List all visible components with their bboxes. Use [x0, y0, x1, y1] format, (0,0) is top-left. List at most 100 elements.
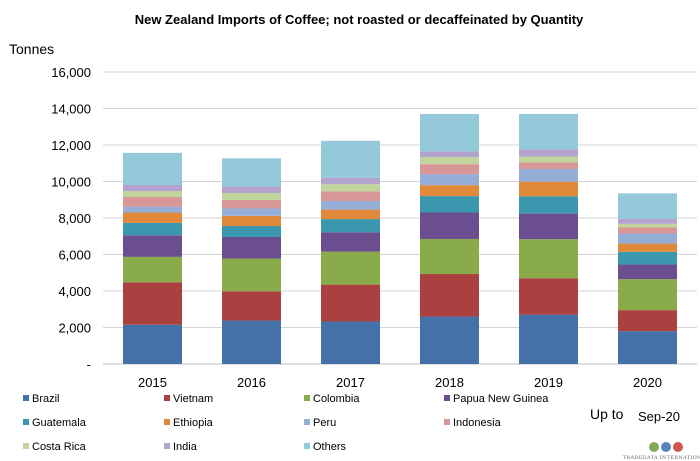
y-axis-ticks: - 2,000 4,000 6,000 8,000 10,000 12,000 14,000 1…: [51, 65, 91, 372]
y-tick-label: 2,000: [58, 321, 91, 336]
footnote-prefix: Up to: [590, 406, 624, 422]
bar-segment: [618, 331, 677, 364]
bar-segment: [123, 282, 182, 325]
bar-segment: [519, 213, 578, 240]
bar-segment: [618, 218, 677, 224]
bar-segment: [420, 157, 479, 165]
logo-mark: [673, 442, 683, 452]
x-tick-label: 2020: [633, 375, 662, 390]
bar-segment: [420, 212, 479, 239]
bar-segment: [519, 239, 578, 279]
legend-swatch: [304, 419, 310, 425]
logo-mark: [649, 442, 659, 452]
legend-label: Brazil: [32, 393, 60, 405]
bar-segment: [420, 274, 479, 317]
legend-label: Ethiopia: [173, 417, 214, 429]
y-tick-label: 12,000: [51, 138, 91, 153]
bar-segment: [222, 291, 281, 321]
y-tick-label: 4,000: [58, 284, 91, 299]
y-tick-label: 14,000: [51, 102, 91, 117]
legend-swatch: [164, 443, 170, 449]
bar-segment: [618, 310, 677, 332]
bar-segment: [321, 177, 380, 185]
y-tick-label: 6,000: [58, 248, 91, 263]
legend-label: Others: [313, 441, 347, 453]
bar-segment: [618, 264, 677, 280]
x-tick-label: 2017: [336, 375, 365, 390]
legend-swatch: [23, 395, 29, 401]
bar-segment: [321, 209, 380, 220]
bar-segment: [123, 256, 182, 283]
legend-item: Costa Rica: [23, 441, 87, 453]
bar-segment: [321, 284, 380, 322]
bar-segment: [519, 314, 578, 364]
bar-segment: [618, 251, 677, 265]
logo: TRADEDATA INTERNATIONAL: [623, 442, 700, 461]
bar-segment: [519, 156, 578, 163]
legend-item: Guatemala: [23, 417, 87, 429]
legend-item: Peru: [304, 417, 336, 429]
y-tick-label: 16,000: [51, 65, 91, 80]
bars: [123, 113, 677, 364]
bar-segment: [123, 212, 182, 223]
bar-segment: [222, 215, 281, 227]
bar-segment: [321, 232, 380, 252]
legend-swatch: [23, 419, 29, 425]
bar-segment: [222, 208, 281, 216]
bar-segment: [519, 278, 578, 315]
bar-segment: [321, 140, 380, 178]
footnote-period: Sep-20: [638, 409, 680, 424]
legend-swatch: [23, 443, 29, 449]
x-tick-label: 2019: [534, 375, 563, 390]
bar-segment: [618, 233, 677, 244]
bar-segment: [618, 279, 677, 311]
bar-segment: [321, 184, 380, 192]
logo-text: TRADEDATA INTERNATIONAL: [623, 455, 700, 461]
bar-segment: [519, 113, 578, 150]
bar-segment: [123, 235, 182, 257]
bar-segment: [123, 152, 182, 185]
legend-item: Ethiopia: [164, 417, 214, 429]
legend: Brazil Vietnam Colombia Papua New Guinea Gua…: [23, 393, 549, 453]
x-tick-label: 2018: [435, 375, 464, 390]
legend-item: Others: [304, 441, 347, 453]
legend-item: Brazil: [23, 393, 60, 405]
legend-label: Costa Rica: [32, 441, 87, 453]
bar-segment: [222, 226, 281, 237]
bar-segment: [519, 162, 578, 169]
bar-segment: [420, 113, 479, 152]
bar-segment: [618, 243, 677, 252]
bar-segment: [519, 181, 578, 197]
y-tick-label: -: [87, 357, 91, 372]
bar-segment: [420, 164, 479, 175]
legend-swatch: [444, 395, 450, 401]
legend-label: Indonesia: [453, 417, 502, 429]
bar-segment: [618, 193, 677, 219]
x-tick-label: 2016: [237, 375, 266, 390]
legend-label: Peru: [313, 417, 336, 429]
bar-segment: [123, 184, 182, 192]
bar-segment: [123, 222, 182, 236]
bar-segment: [321, 321, 380, 364]
x-axis-ticks: 2015 2016 2017 2018 2019 2020: [138, 375, 662, 390]
bar-segment: [519, 168, 578, 182]
bar-segment: [123, 206, 182, 213]
bar-segment: [123, 197, 182, 207]
bar-segment: [420, 151, 479, 158]
gridlines: [103, 71, 697, 365]
bar-segment: [222, 186, 281, 193]
y-tick-label: 8,000: [58, 211, 91, 226]
y-tick-label: 10,000: [51, 175, 91, 190]
y-axis-label: Tonnes: [9, 41, 54, 57]
bar-segment: [222, 236, 281, 259]
bar-segment: [321, 251, 380, 285]
bar-segment: [123, 324, 182, 364]
bar-segment: [321, 201, 380, 210]
bar-segment: [222, 158, 281, 187]
legend-label: Colombia: [313, 393, 360, 405]
bar-segment: [321, 219, 380, 233]
legend-item: Indonesia: [444, 417, 502, 429]
legend-swatch: [444, 419, 450, 425]
bar-segment: [222, 258, 281, 292]
